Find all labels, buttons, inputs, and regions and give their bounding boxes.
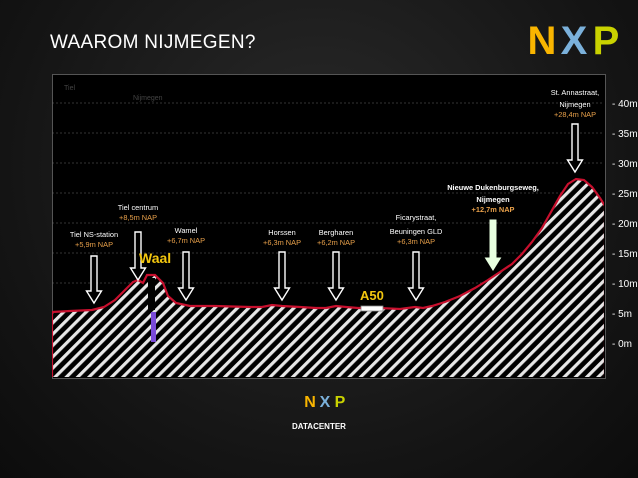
location-height: +12,7m NAP <box>472 205 515 214</box>
svg-text:X: X <box>320 394 331 409</box>
y-tick-label: - 30m <box>612 159 638 170</box>
location-name: Nijmegen <box>559 100 590 109</box>
slide-title: WAAROM NIJMEGEN? <box>50 32 256 53</box>
down-arrow-icon <box>566 123 584 174</box>
location-name: Tiel NS-station <box>70 230 118 239</box>
location-name: Wamel <box>175 226 198 235</box>
y-tick-label: - 35m <box>612 129 638 140</box>
location-name: Nijmegen <box>476 195 510 204</box>
y-tick-label: - 0m <box>612 339 632 350</box>
svg-text:P: P <box>593 19 620 58</box>
location-marker: Horssen+6,3m NAP <box>263 228 301 302</box>
down-arrow-icon <box>177 251 195 302</box>
location-marker: Bergharen+6,2m NAP <box>317 228 355 302</box>
nxp-logo: N X P <box>528 19 620 58</box>
y-tick-label: - 15m <box>612 249 638 260</box>
a50-label: A50 <box>360 288 384 303</box>
svg-text:P: P <box>335 394 346 409</box>
down-arrow-icon <box>407 251 425 302</box>
location-height: +28,4m NAP <box>554 110 596 119</box>
ghost-label: Nijmegen <box>133 95 163 102</box>
location-name: Tiel centrum <box>118 203 158 212</box>
location-name: Beuningen GLD <box>390 227 443 236</box>
y-tick-label: - 25m <box>612 189 638 200</box>
location-marker: St. Annastraat, Nijmegen+28,4m NAP <box>551 88 599 174</box>
location-marker: Tiel NS-station+5,9m NAP <box>70 230 118 305</box>
footer-nxp-logo: N X P <box>304 394 346 409</box>
svg-text:N: N <box>528 19 557 58</box>
location-marker: Wamel+6,7m NAP <box>167 226 205 302</box>
svg-text:X: X <box>561 19 588 58</box>
location-name: Bergharen <box>319 228 354 237</box>
a50-road <box>360 305 384 312</box>
location-height: +5,9m NAP <box>75 240 113 249</box>
waal-label: Waal <box>139 250 171 266</box>
down-arrow-icon <box>327 251 345 302</box>
y-tick-label: - 5m <box>612 309 632 320</box>
ghost-label: Tiel <box>64 85 75 92</box>
location-height: +6,2m NAP <box>317 238 355 247</box>
down-arrow-icon <box>85 255 103 305</box>
location-name: St. Annastraat, <box>551 88 599 97</box>
y-tick-label: - 20m <box>612 219 638 230</box>
location-height: +6,3m NAP <box>397 237 435 246</box>
down-arrow-icon <box>484 219 502 271</box>
location-name: Ficarystraat, <box>396 213 437 222</box>
down-arrow-icon <box>273 251 291 302</box>
waal-depth-bar <box>151 312 156 342</box>
location-height: +8,5m NAP <box>119 213 157 222</box>
location-name: Horssen <box>268 228 296 237</box>
svg-text:N: N <box>304 394 316 409</box>
location-marker: Tiel centrum+8,5m NAP <box>118 203 158 282</box>
location-height: +6,7m NAP <box>167 236 205 245</box>
waal-river <box>148 278 155 310</box>
location-marker: Ficarystraat, Beuningen GLD+6,3m NAP <box>390 213 443 302</box>
location-name: Nieuwe Dukenburgseweg, <box>447 183 539 192</box>
location-marker: Nieuwe Dukenburgseweg, Nijmegen+12,7m NAP <box>447 183 539 271</box>
y-tick-label: - 10m <box>612 279 638 290</box>
terrain-profile <box>52 177 604 377</box>
y-tick-label: - 40m <box>612 99 638 110</box>
down-arrow-icon <box>129 231 147 282</box>
footer-label: DATACENTER <box>292 422 346 431</box>
location-height: +6,3m NAP <box>263 238 301 247</box>
